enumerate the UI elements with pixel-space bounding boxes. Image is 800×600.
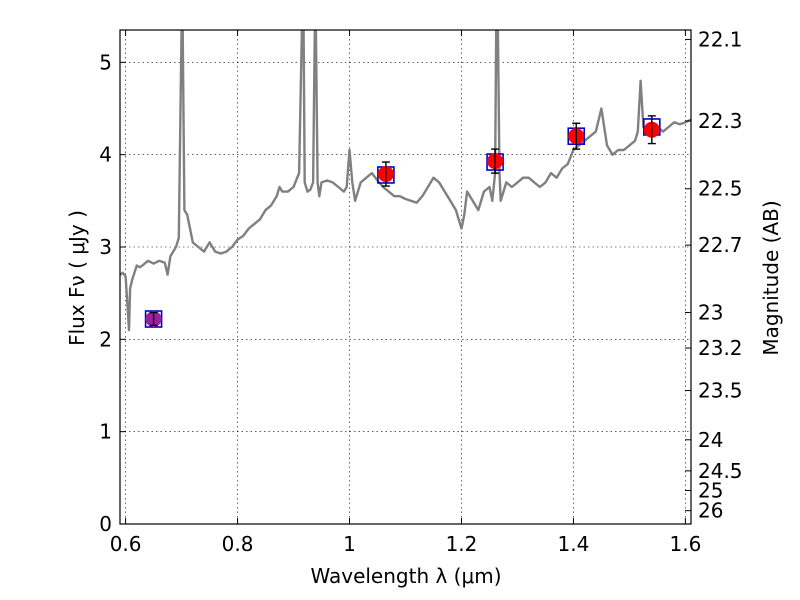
y2-tick-label: 23.5 (698, 379, 743, 403)
spectrum-line (120, 30, 691, 332)
y2-tick-label: 24 (698, 428, 723, 452)
y2-axis-label: Magnitude (AB) (759, 200, 783, 355)
plot-frame (119, 29, 692, 525)
x-tick-label: 0.8 (222, 532, 254, 556)
y-tick-label: 4 (99, 143, 112, 167)
y-tick-label: 5 (99, 50, 112, 74)
y-tick-label: 0 (99, 512, 112, 536)
plot-area: 0.6 0.8 1 1.2 1.4 1.601234522.122.322.522.723… (99, 27, 742, 556)
marker-layer (144, 115, 661, 328)
y2-tick-label: 23 (698, 300, 723, 324)
tick-labels: 0.6 0.8 1 1.2 1.4 1.601234522.122.322.522.723… (99, 27, 742, 556)
x-tick-label: 1 (343, 532, 356, 556)
y-axis-label: Flux Fν ( μJy ) (65, 210, 89, 346)
x-tick-label: 1.2 (446, 532, 478, 556)
tick-marks (120, 30, 691, 525)
x-axis-label: Wavelength λ (μm) (310, 564, 501, 588)
y2-tick-label: 24.5 (698, 459, 743, 483)
y2-tick-label: 22.3 (698, 109, 743, 133)
x-tick-label: 1.6 (669, 532, 701, 556)
y-tick-label: 3 (99, 235, 112, 259)
x-tick-label: 0.6 (110, 532, 142, 556)
y2-tick-label: 23.2 (698, 336, 743, 360)
y2-tick-label: 25 (698, 478, 723, 502)
y-tick-label: 2 (99, 327, 112, 351)
spectrum-layer (120, 30, 691, 332)
x-tick-label: 1.4 (558, 532, 590, 556)
y2-tick-label: 22.7 (698, 233, 743, 257)
y-tick-label: 1 (99, 420, 112, 444)
grid (120, 30, 691, 525)
y2-tick-label: 26 (698, 499, 723, 523)
y2-tick-label: 22.5 (698, 177, 743, 201)
y2-tick-label: 22.1 (698, 27, 743, 51)
